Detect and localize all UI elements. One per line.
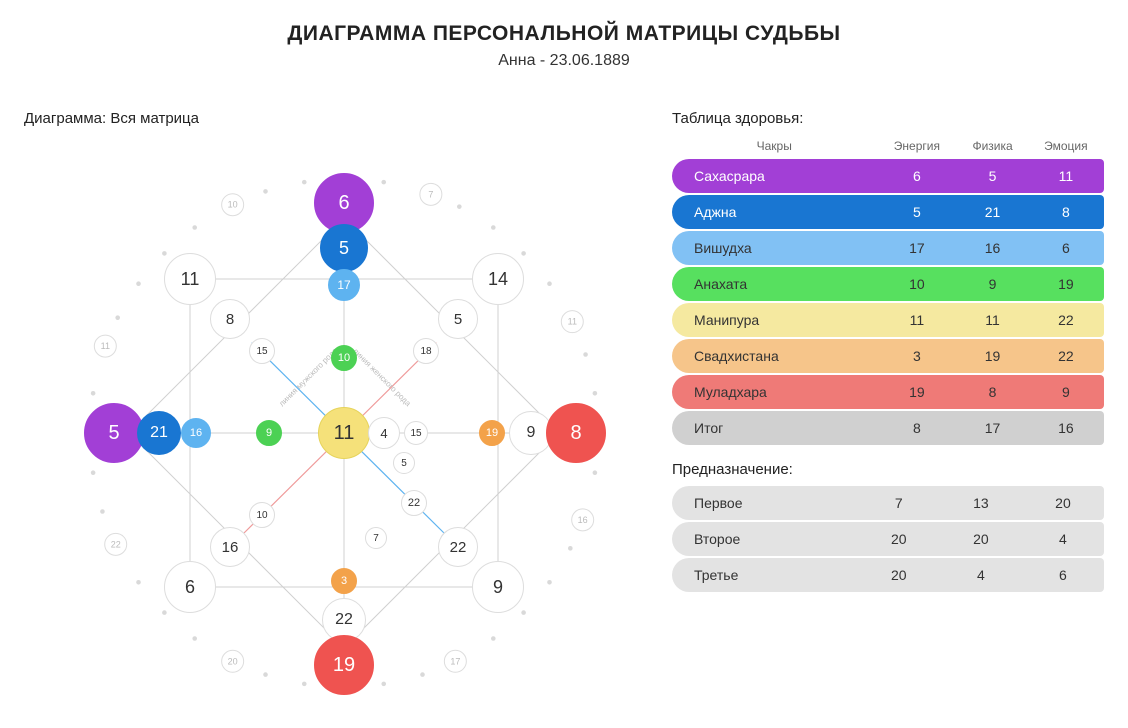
svg-text:11: 11 bbox=[101, 341, 110, 351]
health-row: Сахасрара6511 bbox=[672, 159, 1104, 193]
page-title: ДИАГРАММА ПЕРСОНАЛЬНОЙ МАТРИЦЫ СУДЬБЫ bbox=[0, 22, 1128, 46]
matrix-node: 19 bbox=[479, 420, 505, 446]
matrix-node: 5 bbox=[438, 299, 478, 339]
matrix-node: 21 bbox=[137, 411, 181, 455]
diagram-label: Диаграмма: Вся матрица bbox=[24, 110, 664, 127]
matrix-node: 16 bbox=[181, 418, 211, 448]
matrix-node: 9 bbox=[256, 420, 282, 446]
purpose-row: Второе20204 bbox=[672, 522, 1104, 556]
matrix-node: 16 bbox=[210, 527, 250, 567]
matrix-diagram: 172022111071116линия мужского родалиния … bbox=[44, 133, 644, 728]
matrix-node: 7 bbox=[365, 527, 387, 549]
matrix-node: 15 bbox=[249, 338, 275, 364]
svg-text:17: 17 bbox=[450, 656, 460, 666]
health-row: Вишудха17166 bbox=[672, 231, 1104, 265]
matrix-node: 10 bbox=[249, 502, 275, 528]
matrix-node: 15 bbox=[404, 421, 428, 445]
matrix-node: 8 bbox=[546, 403, 606, 463]
matrix-node: 5 bbox=[84, 403, 144, 463]
svg-text:7: 7 bbox=[428, 189, 433, 199]
health-table-label: Таблица здоровья: bbox=[672, 110, 1104, 127]
health-row: Анахата10919 bbox=[672, 267, 1104, 301]
svg-text:20: 20 bbox=[228, 656, 238, 666]
matrix-node: 5 bbox=[393, 452, 415, 474]
matrix-node: 10 bbox=[331, 345, 357, 371]
matrix-node: 14 bbox=[472, 253, 524, 305]
matrix-node: 8 bbox=[210, 299, 250, 339]
svg-text:11: 11 bbox=[568, 317, 577, 327]
purpose-table-label: Предназначение: bbox=[672, 461, 1104, 478]
svg-text:22: 22 bbox=[111, 539, 121, 549]
matrix-node: 22 bbox=[401, 490, 427, 516]
purpose-table: Первое71320Второе20204Третье2046 bbox=[672, 484, 1104, 594]
matrix-node: 9 bbox=[472, 561, 524, 613]
matrix-node: 19 bbox=[314, 635, 374, 695]
svg-text:линия женского рода: линия женского рода bbox=[351, 346, 413, 408]
page-subtitle: Анна - 23.06.1889 bbox=[0, 52, 1128, 70]
svg-text:10: 10 bbox=[228, 200, 238, 210]
purpose-row: Первое71320 bbox=[672, 486, 1104, 520]
health-col-header: Чакры bbox=[672, 135, 876, 157]
svg-text:16: 16 bbox=[578, 515, 588, 525]
matrix-node: 5 bbox=[320, 224, 368, 272]
matrix-node: 17 bbox=[328, 269, 360, 301]
health-col-header: Физика bbox=[957, 135, 1027, 157]
matrix-node: 4 bbox=[368, 417, 400, 449]
matrix-node: 22 bbox=[438, 527, 478, 567]
matrix-node: 11 bbox=[318, 407, 370, 459]
health-row: Свадхистана31922 bbox=[672, 339, 1104, 373]
health-table: ЧакрыЭнергияФизикаЭмоцияСахасрара6511Адж… bbox=[672, 133, 1104, 447]
matrix-node: 18 bbox=[413, 338, 439, 364]
matrix-node: 6 bbox=[164, 561, 216, 613]
matrix-node: 11 bbox=[164, 253, 216, 305]
health-col-header: Энергия bbox=[876, 135, 957, 157]
health-row: Итог81716 bbox=[672, 411, 1104, 445]
purpose-row: Третье2046 bbox=[672, 558, 1104, 592]
health-col-header: Эмоция bbox=[1028, 135, 1104, 157]
health-row: Муладхара1989 bbox=[672, 375, 1104, 409]
health-row: Манипура111122 bbox=[672, 303, 1104, 337]
matrix-node: 3 bbox=[331, 568, 357, 594]
health-row: Аджна5218 bbox=[672, 195, 1104, 229]
